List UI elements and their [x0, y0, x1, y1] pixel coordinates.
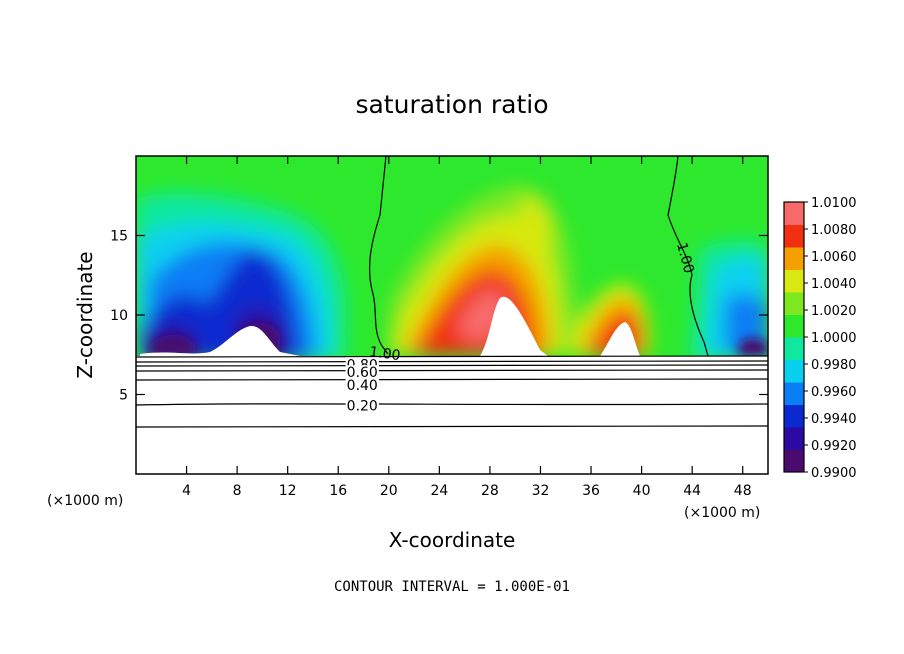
colorbar-segment — [784, 382, 804, 405]
colorbar-segment — [784, 224, 804, 248]
contour-labels: 1.001.000.800.600.400.20 — [345, 241, 697, 415]
field-lower-region — [136, 356, 768, 474]
x-tick-label: 48 — [734, 483, 752, 499]
colorbar-label: 0.9940 — [811, 412, 857, 427]
colorbar-segment — [784, 269, 804, 293]
colorbar-label: 0.9980 — [811, 358, 857, 373]
y-axis-ticks: 5 10 15 — [110, 229, 768, 404]
contour-label: 0.60 — [347, 365, 378, 381]
contour-label: 0.20 — [347, 399, 378, 415]
contour-label: 0.40 — [347, 378, 378, 394]
x-tick-label: 8 — [233, 483, 242, 499]
contour-lines — [136, 156, 768, 428]
x-axis-ticks: 4 8 12 16 20 24 28 32 36 40 44 48 — [182, 156, 752, 499]
colorbar-label: 1.0020 — [811, 304, 857, 319]
colorbar-label: 1.0000 — [811, 331, 857, 346]
x-tick-label: 32 — [532, 483, 550, 499]
colorbar-segment — [784, 314, 804, 338]
y-tick-label: 15 — [110, 229, 128, 245]
contour-label-bg — [345, 377, 379, 394]
chart-title: saturation ratio — [355, 90, 548, 119]
x-axis-label: X-coordinate — [389, 528, 516, 552]
colorbar-label: 1.0060 — [811, 250, 857, 265]
colorbar-segment — [784, 449, 804, 473]
contour-interval-note: CONTOUR INTERVAL = 1.000E-01 — [334, 579, 570, 595]
y-tick-label: 5 — [119, 388, 128, 404]
colorbar-segment — [784, 359, 804, 383]
colorbar-label: 0.9900 — [811, 466, 857, 481]
saturation-field — [136, 156, 768, 474]
colorbar-segment — [784, 337, 804, 360]
x-tick-label: 28 — [481, 483, 499, 499]
contour-label-bg — [345, 398, 379, 415]
y-tick-label: 10 — [110, 308, 128, 324]
y-axis-label: Z-coordinate — [73, 251, 97, 378]
x-tick-label: 40 — [633, 483, 651, 499]
colorbar-label: 1.0080 — [811, 223, 857, 238]
colorbar-label: 0.9920 — [811, 439, 857, 454]
x-tick-label: 44 — [683, 483, 701, 499]
x-unit-right: (×1000 m) — [684, 505, 760, 521]
x-tick-label: 12 — [279, 483, 297, 499]
x-tick-label: 16 — [329, 483, 347, 499]
colorbar-label: 1.0040 — [811, 277, 857, 292]
colorbar-segment — [784, 427, 804, 450]
x-tick-label: 20 — [380, 483, 398, 499]
x-tick-label: 4 — [182, 483, 191, 499]
colorbar-label: 0.9960 — [811, 385, 857, 400]
colorbar-segment — [784, 247, 804, 270]
x-unit-left: (×1000 m) — [47, 493, 123, 509]
colorbar-label: 1.0100 — [811, 196, 857, 211]
contour-label-bg — [345, 365, 379, 382]
colorbar-segment — [784, 292, 804, 315]
x-tick-label: 36 — [582, 483, 600, 499]
colorbar-segment — [784, 202, 804, 225]
x-tick-label: 24 — [430, 483, 448, 499]
colorbar-segment — [784, 404, 804, 428]
contour-label: 1.00 — [673, 241, 697, 275]
colorbar: 1.0100 1.0080 1.0060 1.0040 1.0020 1.0000 0.99… — [783, 196, 857, 481]
